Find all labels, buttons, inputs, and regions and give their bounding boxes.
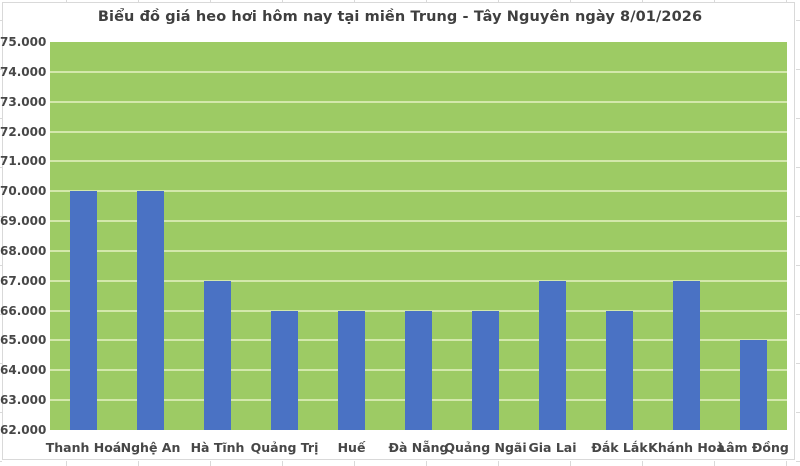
y-axis-label: 70.000 [0, 184, 47, 199]
row-gridline-tick [0, 412, 2, 413]
y-axis-label: 63.000 [0, 393, 47, 408]
row-gridline-tick [0, 461, 2, 462]
bar [539, 280, 566, 430]
y-axis-label: 69.000 [0, 214, 47, 229]
y-axis-label: 67.000 [0, 273, 47, 288]
column-gridline-tick [786, 0, 787, 2]
column-gridline-tick [138, 0, 139, 2]
gridline [50, 70, 787, 73]
gridline [50, 190, 787, 193]
row-gridline-tick [0, 314, 2, 315]
y-axis-label: 73.000 [0, 94, 47, 109]
column-gridline-tick [138, 461, 139, 466]
y-axis-label: 62.000 [0, 423, 47, 437]
x-axis-label: Đắk Lắk [591, 440, 648, 455]
x-axis-label: Quảng Trị [250, 440, 319, 455]
y-axis-label: 74.000 [0, 64, 47, 79]
bar [405, 310, 432, 430]
row-gridline-tick [0, 216, 2, 217]
column-gridline-tick [282, 461, 283, 466]
x-axis-label: Thanh Hoá [45, 440, 122, 455]
x-axis-label: Hà Tĩnh [190, 440, 245, 455]
y-axis-label: 75.000 [0, 35, 47, 49]
column-gridline-tick [282, 0, 283, 2]
row-gridline-tick [796, 69, 800, 70]
x-axis-label: Khánh Hoà [648, 440, 725, 455]
column-gridline-tick [498, 0, 499, 2]
chart-title: Biểu đồ giá heo hơi hôm nay tại miền Tru… [97, 9, 703, 25]
column-gridline-tick [570, 461, 571, 466]
bar [740, 340, 767, 430]
bar [606, 310, 633, 430]
gridline [50, 130, 787, 133]
column-gridline-tick [210, 461, 211, 466]
bar [204, 280, 231, 430]
x-axis-label: Huế [337, 440, 366, 455]
bar [70, 191, 97, 430]
bar [137, 191, 164, 430]
column-gridline-tick [66, 0, 67, 2]
column-gridline-tick [570, 0, 571, 2]
column-gridline-tick [354, 461, 355, 466]
y-axis-label: 71.000 [0, 154, 47, 169]
column-gridline-tick [354, 0, 355, 2]
x-axis-label: Quảng Ngãi [444, 440, 527, 455]
column-gridline-tick [642, 0, 643, 2]
row-gridline-tick [796, 20, 800, 21]
gridline [50, 100, 787, 103]
row-gridline-tick [796, 118, 800, 119]
row-gridline-tick [0, 265, 2, 266]
bar [673, 280, 700, 430]
bar [338, 310, 365, 430]
column-gridline-tick [426, 0, 427, 2]
x-axis-label: Nghệ An [120, 440, 181, 455]
column-gridline-tick [714, 461, 715, 466]
gridline [50, 220, 787, 223]
y-axis-label: 66.000 [0, 303, 47, 318]
x-axis-label: Gia Lai [528, 440, 577, 455]
column-gridline-tick [426, 461, 427, 466]
y-axis-label: 68.000 [0, 243, 47, 258]
row-gridline-tick [0, 363, 2, 364]
row-gridline-tick [0, 167, 2, 168]
gridline [50, 160, 787, 163]
row-gridline-tick [796, 461, 800, 462]
x-axis-label: Đà Nẵng [388, 440, 449, 455]
bar [472, 310, 499, 430]
plot-area [50, 42, 787, 430]
row-gridline-tick [796, 167, 800, 168]
gridline [50, 249, 787, 252]
x-axis-label: Lâm Đồng [718, 440, 789, 455]
y-axis-label: 65.000 [0, 333, 47, 348]
column-gridline-tick [498, 461, 499, 466]
column-gridline-tick [642, 461, 643, 466]
column-gridline-tick [714, 0, 715, 2]
row-gridline-tick [0, 118, 2, 119]
column-gridline-tick [66, 461, 67, 466]
row-gridline-tick [0, 69, 2, 70]
row-gridline-tick [0, 20, 2, 21]
row-gridline-tick [796, 412, 800, 413]
y-axis-label: 72.000 [0, 124, 47, 139]
column-gridline-tick [210, 0, 211, 2]
y-axis-label: 64.000 [0, 363, 47, 378]
row-gridline-tick [796, 265, 800, 266]
gridline [50, 279, 787, 282]
column-gridline-tick [786, 461, 787, 466]
row-gridline-tick [796, 363, 800, 364]
row-gridline-tick [796, 314, 800, 315]
row-gridline-tick [796, 216, 800, 217]
bar [271, 310, 298, 430]
